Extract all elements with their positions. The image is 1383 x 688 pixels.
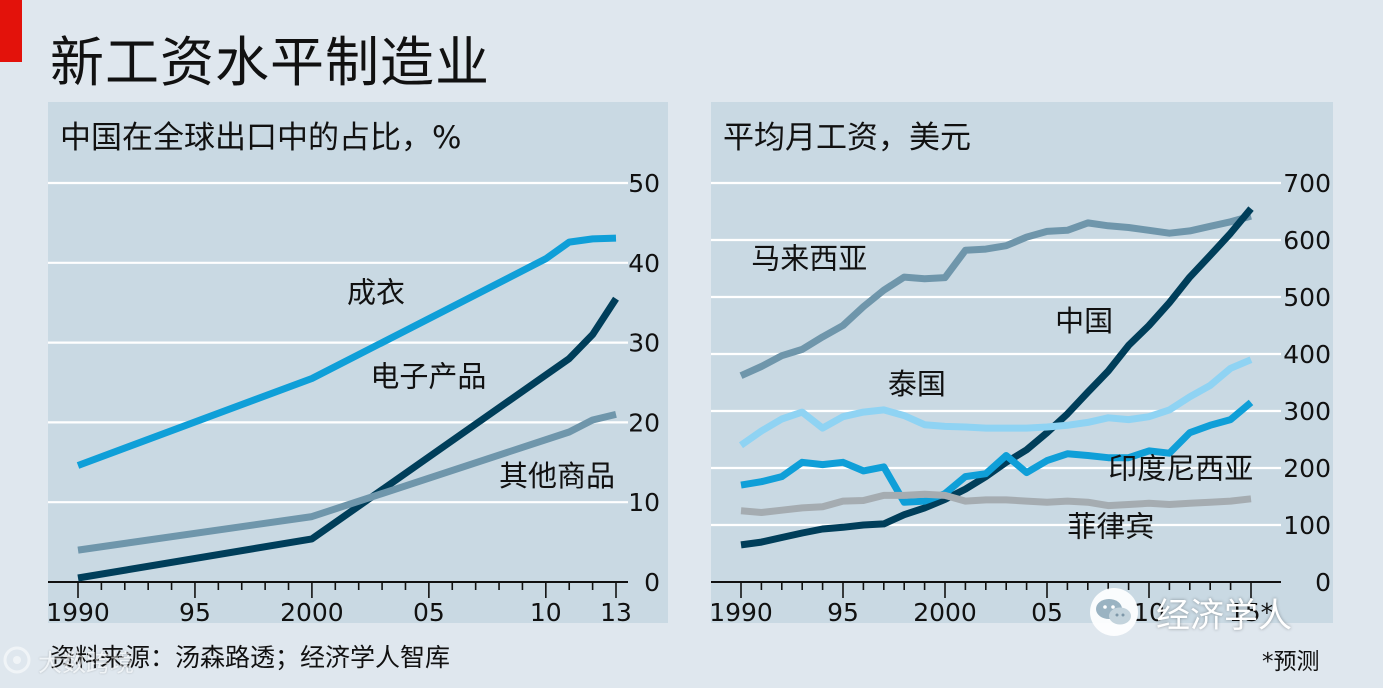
left-chart-title: 中国在全球出口中的占比，% [60, 120, 462, 156]
series-label: 印度尼西亚 [1108, 451, 1253, 485]
page-title: 新工资水平制造业 [50, 31, 490, 94]
brand-red-tab [0, 0, 22, 62]
y-tick-label: 30 [628, 329, 660, 358]
series-line-成衣 [76, 234, 617, 469]
watermark-text: 经济学人 [1156, 595, 1292, 636]
watermark-left: 大数跨境 [2, 640, 134, 680]
x-tick-label: 2000 [913, 598, 977, 627]
series-line-马来西亚 [739, 212, 1252, 379]
x-tick-label: 13 [600, 598, 632, 627]
y-tick-label: 0 [1315, 568, 1331, 597]
right-chart-svg: 0 100 200 300 400 500 600 700 1990 95 2000 05 10 15* 马… [711, 169, 1331, 627]
series-line-电子产品 [77, 296, 619, 582]
series-label: 马来西亚 [751, 242, 867, 276]
watermark-left-icon [3, 646, 31, 674]
y-tick-label: 100 [1283, 511, 1331, 540]
y-tick-label: 500 [1283, 283, 1331, 312]
series-line-其他商品 [77, 410, 617, 554]
x-tick-label: 10 [1133, 598, 1165, 627]
series-label: 菲律宾 [1067, 509, 1154, 543]
right-chart-title: 平均月工资，美元 [723, 120, 971, 156]
y-tick-label: 400 [1283, 340, 1331, 369]
x-tick-label: 15* [1229, 598, 1273, 627]
x-tick-label: 05 [413, 598, 445, 627]
left-chart-panel: 中国在全球出口中的占比，% 0 10 20 30 40 50 1990 95 2000 05 10 1… [48, 102, 668, 682]
y-tick-label: 300 [1283, 397, 1331, 426]
forecast-footnote: *预测 [1262, 649, 1320, 675]
series-line-中国 [740, 206, 1254, 549]
y-tick-label: 200 [1283, 454, 1331, 483]
series-line-泰国 [739, 356, 1253, 449]
series-label: 电子产品 [370, 359, 486, 393]
x-tick-label: 95 [827, 598, 859, 627]
x-tick-label: 1990 [711, 598, 773, 627]
x-tick-label: 2000 [280, 598, 344, 627]
x-tick-label: 95 [179, 598, 211, 627]
series-label: 其他商品 [499, 459, 615, 493]
y-tick-label: 20 [628, 408, 660, 437]
wechat-icon [1090, 588, 1138, 636]
watermark: 经济学人 [1082, 586, 1292, 638]
series-line-菲律宾 [740, 490, 1252, 516]
y-tick-label: 10 [628, 488, 660, 517]
y-tick-label: 600 [1283, 226, 1331, 255]
series-label: 泰国 [888, 367, 946, 401]
x-tick-label: 1990 [48, 598, 110, 627]
y-tick-label: 50 [628, 169, 660, 198]
series-label: 成衣 [347, 276, 405, 310]
source-note: 资料来源：汤森路透；经济学人智库 [50, 643, 451, 672]
y-tick-label: 0 [644, 568, 660, 597]
right-chart-background [711, 102, 1333, 623]
watermark-left-text: 大数跨境 [38, 648, 134, 677]
series-line-印度尼西亚 [740, 399, 1254, 506]
x-tick-label: 10 [530, 598, 562, 627]
y-tick-label: 40 [628, 249, 660, 278]
right-chart-panel: 平均月工资，美元 0 100 200 300 400 500 600 700 1990 95 200… [711, 102, 1333, 682]
series-label: 中国 [1055, 304, 1113, 338]
x-tick-label: 05 [1031, 598, 1063, 627]
y-tick-label: 700 [1283, 169, 1331, 198]
